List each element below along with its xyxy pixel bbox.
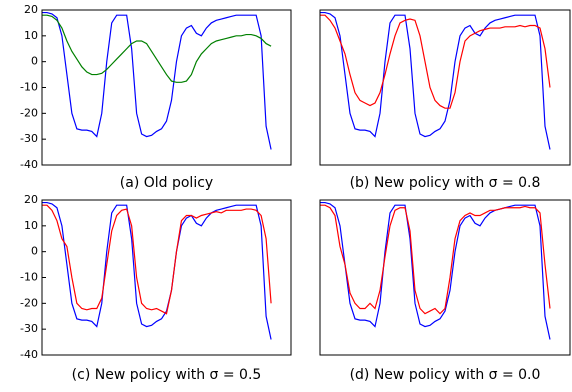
panel-caption: (a) Old policy (120, 175, 213, 191)
plot-frame (41, 199, 292, 356)
plot-frame (319, 9, 571, 166)
panel-caption: (c) New policy with σ = 0.5 (72, 367, 262, 383)
y-tick-label: -40 (20, 158, 38, 171)
y-tick-label: -20 (20, 296, 38, 309)
data-line (320, 204, 551, 315)
data-line (42, 11, 272, 150)
y-tick-label: -40 (20, 348, 38, 361)
y-tick-label: 0 (31, 245, 38, 258)
y-tick-label: -30 (20, 132, 38, 145)
plot-frame (41, 9, 292, 166)
y-tick-label: -20 (20, 106, 38, 119)
data-line (42, 14, 272, 83)
data-line (42, 201, 272, 340)
data-line (320, 14, 551, 109)
y-tick-label: 20 (24, 3, 38, 16)
panel-caption: (d) New policy with σ = 0.0 (350, 367, 541, 383)
y-tick-label: 10 (24, 29, 38, 42)
y-tick-label: -30 (20, 322, 38, 335)
data-line (320, 11, 551, 150)
data-line (42, 204, 272, 315)
y-tick-label: 0 (31, 55, 38, 68)
plot-frame (319, 199, 571, 356)
y-tick-label: -10 (20, 81, 38, 94)
panel-caption: (b) New policy with σ = 0.8 (350, 175, 541, 191)
y-tick-label: 20 (24, 193, 38, 206)
data-line (320, 201, 551, 340)
y-tick-label: -10 (20, 271, 38, 284)
y-tick-label: 10 (24, 219, 38, 232)
